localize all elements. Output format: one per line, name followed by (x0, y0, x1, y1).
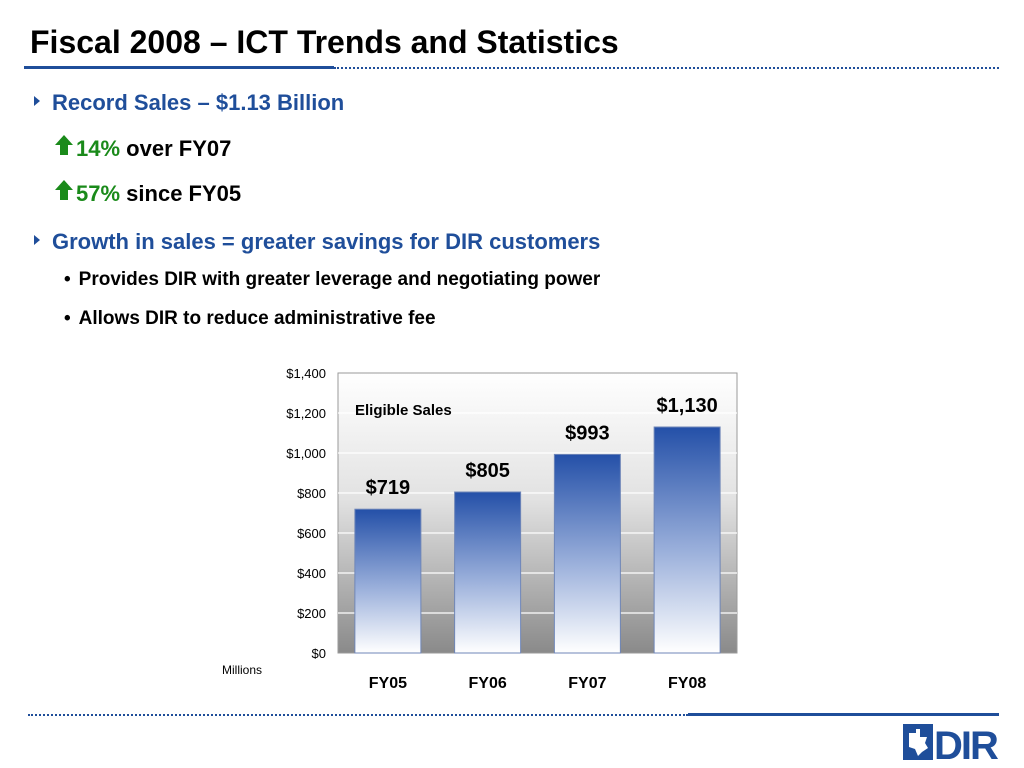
slide-title: Fiscal 2008 – ICT Trends and Statistics (30, 24, 619, 60)
x-tick-label: FY06 (469, 675, 507, 692)
bullet-leverage: • Provides DIR with greater leverage and … (64, 269, 600, 291)
data-label: $805 (465, 460, 510, 482)
pct-over-fy07: 14% (76, 136, 121, 161)
chart-title: Eligible Sales (355, 402, 452, 419)
bar-fy07 (553, 453, 621, 654)
text-over-fy07: over FY07 (126, 136, 232, 161)
up-arrow-icon (54, 179, 76, 207)
y-tick-label: $600 (297, 526, 326, 541)
data-label: $1,130 (657, 395, 718, 417)
bullet-growth-savings-text: Growth in sales = greater savings for DI… (52, 229, 601, 255)
dir-logo-text: DIR (934, 724, 999, 763)
y-tick-label: $400 (297, 566, 326, 581)
bar-fy06 (454, 491, 522, 654)
y-tick-label: $1,000 (286, 446, 326, 461)
footer-divider-solid (688, 713, 999, 716)
triangle-right-icon (34, 96, 40, 107)
x-tick-label: FY05 (369, 675, 407, 692)
x-tick-label: FY07 (568, 675, 606, 692)
bullet-growth-fy07: 14% over FY07 (54, 134, 232, 164)
text-since-fy05: since FY05 (126, 181, 242, 206)
triangle-right-icon (34, 235, 40, 246)
title-divider-dots (334, 67, 999, 69)
y-tick-label: $1,200 (286, 406, 326, 421)
data-label: $719 (366, 477, 411, 499)
bullet-growth-savings: Growth in sales = greater savings for DI… (34, 228, 600, 255)
bullet-dot: • (64, 308, 71, 329)
title-divider-solid (24, 66, 334, 69)
bar-fy05 (354, 508, 422, 654)
bar-fy08 (653, 426, 721, 654)
bullet-leverage-text: Provides DIR with greater leverage and n… (78, 269, 601, 290)
y-tick-label: $1,400 (286, 366, 326, 381)
plot-area (337, 372, 738, 654)
unit-label: Millions (222, 663, 262, 677)
dir-logo: DIR (903, 721, 1001, 768)
y-tick-label: $800 (297, 486, 326, 501)
bullet-admin-fee-text: Allows DIR to reduce administrative fee (78, 308, 436, 329)
bullet-admin-fee: • Allows DIR to reduce administrative fee (64, 308, 436, 330)
up-arrow-icon (54, 134, 76, 162)
bullet-record-sales: Record Sales – $1.13 Billion (34, 89, 344, 116)
y-tick-label: $200 (297, 606, 326, 621)
x-tick-label: FY08 (668, 675, 706, 692)
footer-divider-dots (28, 714, 688, 716)
bullet-dot: • (64, 269, 71, 290)
data-label: $993 (565, 422, 610, 444)
pct-since-fy05: 57% (76, 181, 121, 206)
bullet-growth-fy05: 57% since FY05 (54, 179, 242, 209)
y-tick-label: $0 (312, 646, 326, 661)
bullet-record-sales-text: Record Sales – $1.13 Billion (52, 90, 345, 116)
